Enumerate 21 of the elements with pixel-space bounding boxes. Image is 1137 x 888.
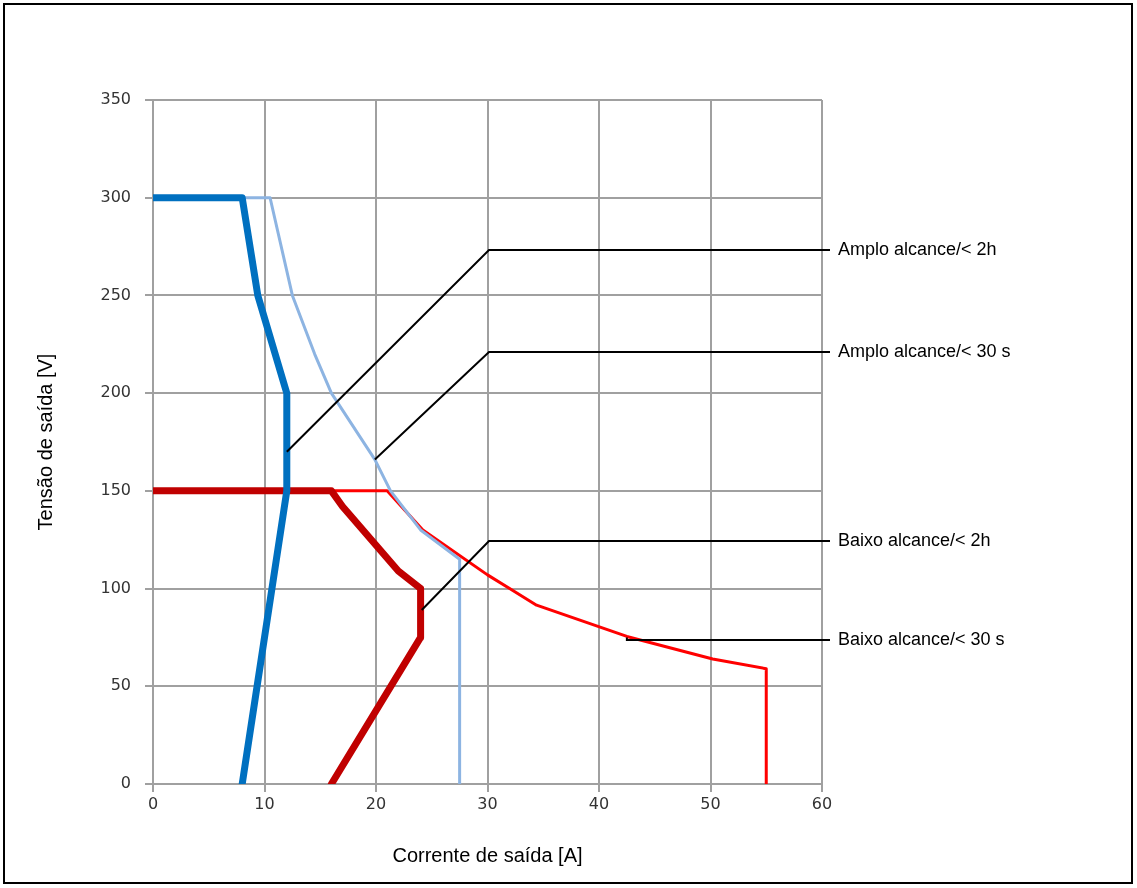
x-tick-label: 0 xyxy=(147,793,159,813)
y-tick-label: 200 xyxy=(100,382,131,402)
y-tick-label: 50 xyxy=(110,675,131,695)
y-tick-label: 350 xyxy=(100,89,131,109)
x-tick-label: 30 xyxy=(477,793,498,813)
x-axis-title: Corrente de saída [A] xyxy=(392,843,583,866)
annotation: Amplo alcance/< 30 s xyxy=(838,340,1011,361)
annotation: Baixo alcance/< 2h xyxy=(838,529,991,550)
x-tick-label: 10 xyxy=(254,793,275,813)
y-tick-label: 0 xyxy=(120,773,131,793)
y-tick-label: 100 xyxy=(100,577,131,597)
x-tick-label: 60 xyxy=(811,793,833,813)
y-axis-title: Tensão de saída [V] xyxy=(33,353,56,531)
y-tick-label: 150 xyxy=(100,480,131,500)
annotation: Baixo alcance/< 30 s xyxy=(838,628,1005,649)
x-tick-label: 40 xyxy=(588,793,610,813)
y-tick-label: 300 xyxy=(100,186,131,206)
x-tick-label: 50 xyxy=(700,793,721,813)
x-tick-label: 20 xyxy=(365,793,387,813)
y-tick-label: 250 xyxy=(100,284,131,304)
annotation: Amplo alcance/< 2h xyxy=(838,238,997,259)
